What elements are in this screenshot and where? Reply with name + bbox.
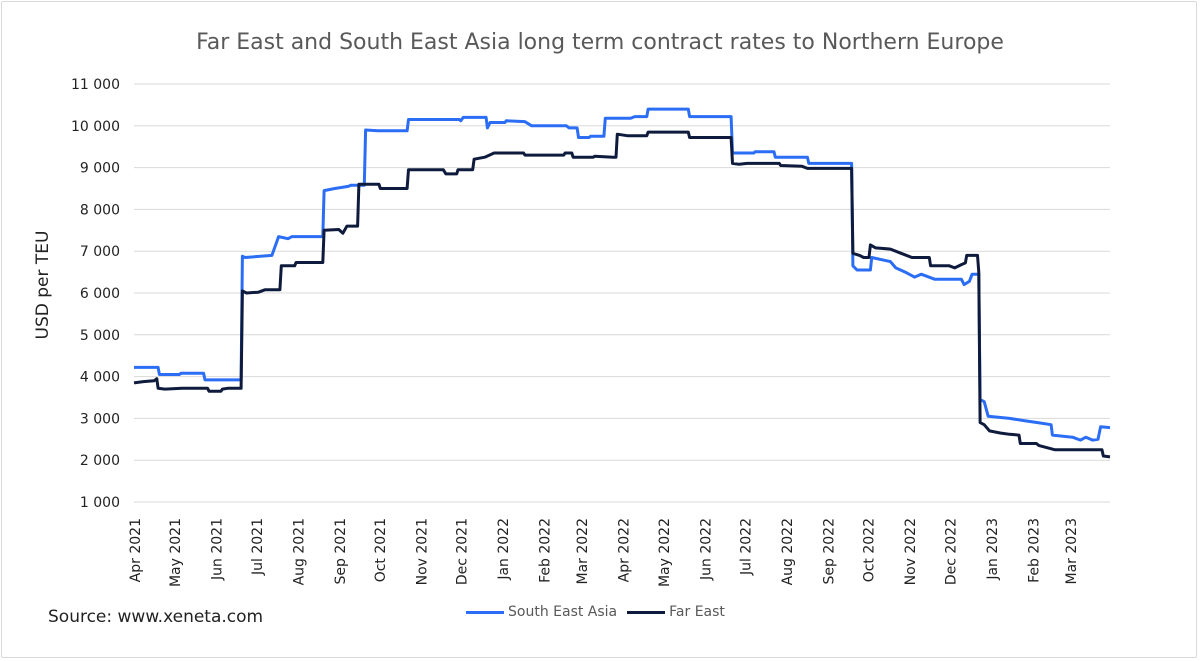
x-tick-label: Aug 2022 bbox=[780, 518, 796, 585]
x-tick-label: May 2022 bbox=[657, 518, 673, 587]
legend-label-far-east: Far East bbox=[669, 604, 725, 620]
x-tick-label: Mar 2023 bbox=[1064, 518, 1080, 585]
x-tick-label: Feb 2023 bbox=[1026, 518, 1042, 583]
y-tick-label: 8 000 bbox=[80, 202, 120, 218]
series-line-far-east bbox=[133, 130, 1111, 459]
x-tick-label: Sep 2021 bbox=[333, 518, 349, 584]
y-tick-label: 2 000 bbox=[80, 453, 120, 469]
series-lines bbox=[133, 107, 1111, 459]
gridlines bbox=[134, 83, 1110, 503]
y-tick-label: 7 000 bbox=[80, 244, 120, 260]
x-tick-label: Dec 2021 bbox=[455, 518, 471, 585]
x-tick-label: Oct 2022 bbox=[862, 518, 878, 582]
legend-label-south-east-asia: South East Asia bbox=[508, 604, 618, 620]
x-tick-label: Jul 2021 bbox=[250, 518, 266, 576]
x-tick-label: Jan 2023 bbox=[985, 518, 1001, 581]
y-tick-label: 11 000 bbox=[71, 77, 120, 93]
y-tick-label: 5 000 bbox=[80, 328, 120, 344]
y-tick-label: 6 000 bbox=[80, 286, 120, 302]
y-tick-label: 1 000 bbox=[80, 495, 120, 511]
x-tick-label: Dec 2022 bbox=[943, 518, 959, 585]
x-tick-label: Sep 2022 bbox=[822, 518, 838, 584]
x-tick-label: May 2021 bbox=[168, 518, 184, 587]
y-axis-label: USD per TEU bbox=[33, 231, 53, 340]
y-tick-label: 3 000 bbox=[80, 411, 120, 427]
x-tick-label: Mar 2022 bbox=[575, 518, 591, 585]
x-tick-label: Jun 2022 bbox=[698, 518, 714, 581]
y-tick-label: 10 000 bbox=[71, 119, 120, 135]
chart-title: Far East and South East Asia long term c… bbox=[196, 30, 1004, 55]
legend-swatch-south-east-asia bbox=[466, 610, 504, 614]
x-tick-label: Nov 2021 bbox=[415, 518, 431, 585]
y-tick-label: 9 000 bbox=[80, 161, 120, 177]
legend-item-far-east: Far East bbox=[627, 604, 725, 620]
x-tick-labels: Apr 2021 May 2021 Jun 2021 Jul 2021 Aug 2021… bbox=[128, 518, 1080, 587]
legend-swatch-far-east bbox=[627, 610, 666, 614]
x-tick-label: Apr 2021 bbox=[128, 518, 144, 582]
chart-legend: South East Asia Far East bbox=[466, 604, 735, 620]
legend-item-south-east-asia: South East Asia bbox=[466, 604, 617, 620]
y-tick-labels: 1 000 2 000 3 000 4 000 5 000 6 000 7 000 8 000… bbox=[71, 77, 120, 511]
x-tick-label: Aug 2021 bbox=[291, 518, 307, 585]
x-tick-label: Jun 2021 bbox=[210, 518, 226, 581]
x-tick-label: Jan 2022 bbox=[496, 518, 512, 581]
x-tick-label: Oct 2021 bbox=[373, 518, 389, 582]
x-tick-label: Feb 2022 bbox=[538, 518, 554, 583]
x-tick-label: Apr 2022 bbox=[617, 518, 633, 582]
source-note: Source: www.xeneta.com bbox=[48, 607, 264, 627]
y-tick-label: 4 000 bbox=[80, 370, 120, 386]
x-tick-label: Jul 2022 bbox=[739, 518, 755, 576]
x-tick-label: Nov 2022 bbox=[903, 518, 919, 585]
